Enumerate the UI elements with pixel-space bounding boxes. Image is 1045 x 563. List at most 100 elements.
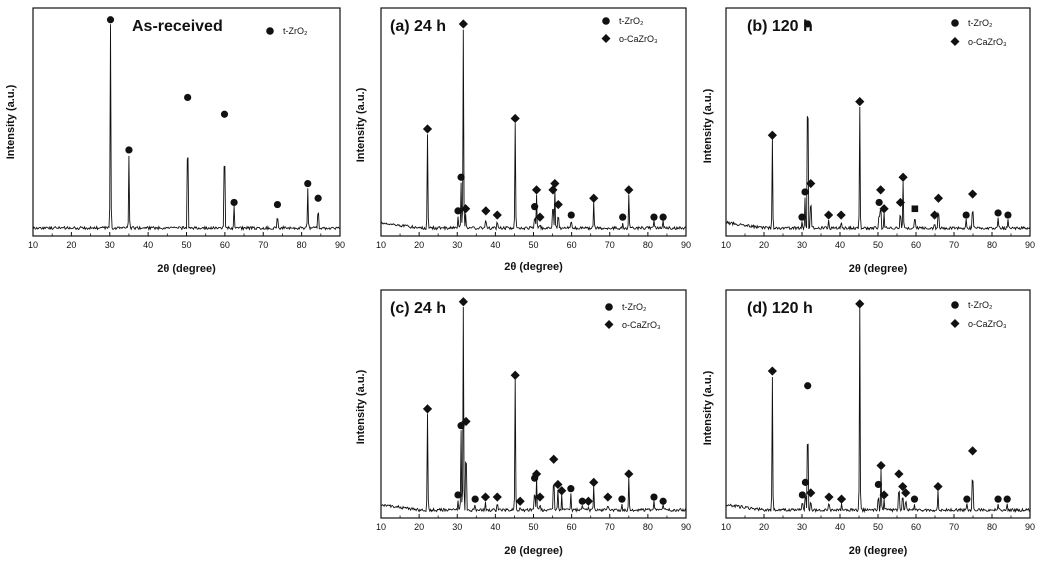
x-axis-title: 2θ (degree) <box>849 263 908 275</box>
peak-marker-diamond <box>461 204 471 214</box>
peak-marker-diamond <box>480 492 491 502</box>
y-axis-title: Intensity (a.u.) <box>5 84 17 159</box>
peak-marker-circle <box>1003 495 1011 503</box>
legend-circle-marker <box>605 303 613 311</box>
x-tick-label: 70 <box>258 240 268 250</box>
x-tick-label: 40 <box>490 240 500 250</box>
peak-marker-circle <box>471 495 479 503</box>
xrd-pattern-line <box>380 29 687 232</box>
legend: t-ZrO₂ <box>266 26 308 36</box>
peak-marker-circle <box>230 198 238 207</box>
peak-marker-circle <box>962 211 970 219</box>
x-tick-label: 20 <box>414 522 424 532</box>
legend-circle-marker <box>266 27 274 35</box>
peak-marker-diamond <box>879 490 889 500</box>
peak-marker-diamond <box>531 469 542 479</box>
x-tick-label: 60 <box>567 522 577 532</box>
peak-marker-diamond <box>898 481 908 492</box>
x-tick-label: 10 <box>376 240 386 250</box>
legend-label-o-cazro3: o-CaZrO₃ <box>968 37 1007 47</box>
peak-marker-diamond <box>531 185 542 195</box>
peak-marker-diamond <box>767 366 777 376</box>
peak-marker-diamond <box>806 488 816 498</box>
x-tick-label: 80 <box>987 240 997 250</box>
x-tick-label: 70 <box>949 522 959 532</box>
panel-marks: 10 20 30 40 50 60 70 80 90 <box>376 19 691 250</box>
peak-marker-diamond <box>901 488 911 498</box>
peak-marker-circle <box>619 213 627 221</box>
x-axis-title: 2θ (degree) <box>504 545 563 557</box>
peak-marker-diamond <box>422 404 433 414</box>
legend-diamond-marker <box>950 37 960 46</box>
peak-marker-circle <box>804 20 812 28</box>
x-tick-label: 90 <box>1025 240 1035 250</box>
peak-marker-circle <box>567 485 575 493</box>
legend-label-t-zro2: t-ZrO₂ <box>622 302 647 312</box>
peak-marker-circle <box>304 179 312 188</box>
peak-marker-diamond <box>806 178 816 189</box>
legend-label-o-cazro3: o-CaZrO₃ <box>622 320 661 330</box>
legend: t-ZrO₂ o-CaZrO₃ <box>601 16 658 44</box>
x-tick-label: 50 <box>528 240 538 250</box>
peak-marker-circle <box>618 495 626 503</box>
x-tick-label: 80 <box>297 240 307 250</box>
peak-marker-diamond <box>624 469 634 479</box>
x-tick-label: 70 <box>949 240 959 250</box>
legend-circle-marker <box>951 301 959 309</box>
x-tick-label: 20 <box>759 522 769 532</box>
xrd-pattern-line <box>725 307 1031 514</box>
peak-marker-diamond <box>549 454 559 464</box>
panel-d-120h: 10 20 30 40 50 60 70 80 90 (d) 120 h t-ZrO₂ o-Ca… <box>702 289 1035 557</box>
peak-marker-diamond <box>510 113 520 124</box>
peak-marker-diamond <box>458 297 468 307</box>
x-tick-label: 30 <box>797 522 807 532</box>
peak-marker-circle <box>798 491 806 499</box>
peak-marker-diamond <box>930 210 940 220</box>
peak-marker-diamond <box>876 185 886 195</box>
x-tick-label: 10 <box>721 240 731 250</box>
peak-marker-circle <box>567 211 575 219</box>
x-tick-label: 40 <box>143 240 153 250</box>
panel-a-24h: 10 20 30 40 50 60 70 80 90 (a) 24 h t-ZrO₂ o-CaZ… <box>355 7 691 273</box>
x-tick-label: 40 <box>835 240 845 250</box>
x-tick-label: 90 <box>1025 522 1035 532</box>
peak-marker-diamond <box>535 492 545 502</box>
y-axis-title: Intensity (a.u.) <box>702 370 714 445</box>
peak-marker-square <box>911 205 919 213</box>
x-tick-label: 90 <box>681 522 691 532</box>
peak-marker-circle <box>106 16 115 24</box>
x-tick-label: 40 <box>490 522 500 532</box>
x-tick-label: 50 <box>873 522 883 532</box>
x-tick-label: 20 <box>414 240 424 250</box>
peak-marker-diamond <box>933 193 944 203</box>
peak-marker-diamond <box>933 481 943 492</box>
peak-marker-diamond <box>553 199 563 210</box>
peak-marker-diamond <box>824 492 834 502</box>
peak-marker-diamond <box>898 172 908 182</box>
x-tick-label: 90 <box>335 240 345 250</box>
peak-marker-diamond <box>515 496 525 506</box>
peak-marker-diamond <box>836 210 846 220</box>
peak-marker-circle <box>184 93 192 102</box>
legend-diamond-marker <box>604 320 614 329</box>
panel-b-120h: 10 20 30 40 50 60 70 80 90 (b) 120 h t-ZrO₂ o-Ca… <box>702 7 1035 275</box>
panel-title: As-received <box>132 18 223 35</box>
legend-circle-marker <box>602 17 610 25</box>
panel-title: (d) 120 h <box>747 300 813 317</box>
peak-marker-circle <box>273 200 282 209</box>
legend-label-t-zro2: t-ZrO₂ <box>968 300 993 310</box>
peak-marker-diamond <box>824 210 834 220</box>
peak-marker-circle <box>874 480 882 489</box>
peak-marker-diamond <box>458 19 468 29</box>
peak-marker-circle <box>910 495 919 503</box>
peak-marker-diamond <box>968 189 978 199</box>
peak-marker-circle <box>659 497 667 505</box>
peak-marker-circle <box>801 188 809 196</box>
peak-marker-circle <box>457 173 465 181</box>
x-tick-label: 40 <box>835 522 845 532</box>
x-tick-label: 60 <box>567 240 577 250</box>
peak-marker-diamond <box>535 212 545 222</box>
peak-marker-circle <box>125 146 133 154</box>
x-tick-label: 10 <box>376 522 386 532</box>
peak-marker-diamond <box>589 477 599 487</box>
